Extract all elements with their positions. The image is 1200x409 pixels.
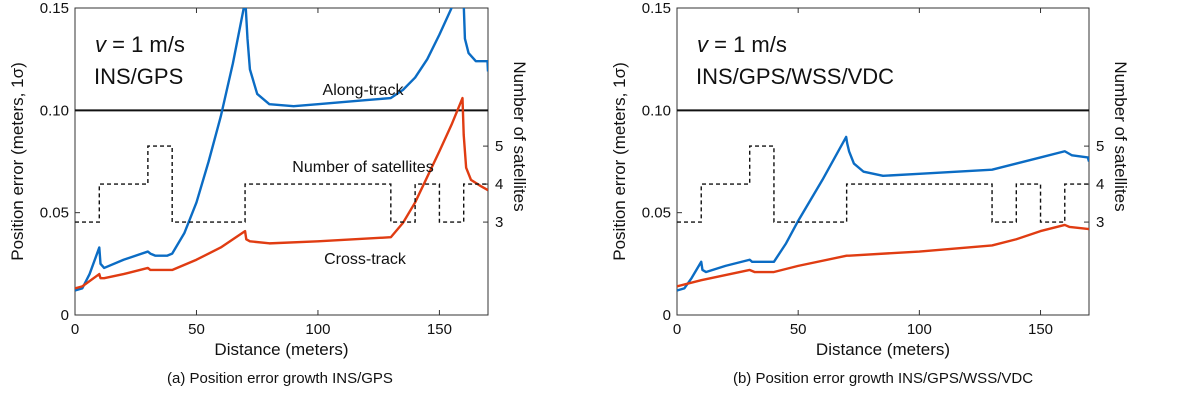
- series-along-track-line: [75, 8, 488, 292]
- series-satellites-line: [75, 145, 488, 223]
- along-track-label: Along-track: [323, 82, 405, 99]
- y-tick-label: 0: [663, 307, 671, 324]
- y-axis-label: Position error (meters, 1σ): [8, 62, 27, 261]
- plot-frame: [74, 7, 489, 316]
- cross-track-label: Cross-track: [324, 251, 407, 268]
- satellites-label: Number of satellites: [292, 159, 433, 176]
- speed-value: = 1 m/s: [708, 32, 787, 57]
- x-tick-label: 150: [427, 321, 452, 338]
- chart-panel-b: 0 50 100 150 0 0.05 0.10 0.15 3 4 5 Distance (meter…: [610, 0, 1130, 387]
- y-tick-label: 0: [61, 307, 69, 324]
- x-tick-label: 50: [188, 321, 205, 338]
- y-tick-label: 0.10: [642, 102, 671, 119]
- y2-tick-label: 4: [1096, 176, 1104, 193]
- series-satellites-line: [677, 145, 1089, 223]
- config-annotation: INS/GPS/WSS/VDC: [696, 64, 894, 89]
- speed-variable: v: [95, 32, 108, 57]
- config-annotation: INS/GPS: [94, 64, 183, 89]
- y2-tick-label: 3: [495, 214, 503, 231]
- y-tick-label: 0.05: [642, 205, 671, 222]
- y-tick-label: 0.15: [40, 0, 69, 17]
- series-cross-track-line: [677, 223, 1089, 288]
- y-tick-label: 0.10: [40, 102, 69, 119]
- chart-caption: (b) Position error growth INS/GPS/WSS/VD…: [733, 370, 1033, 387]
- y2-tick-label: 4: [495, 176, 503, 193]
- chart-panel-a: 0 50 100 150 0 0.05 0.10 0.15 3 4 5 Distance (meter…: [8, 0, 529, 387]
- speed-value: = 1 m/s: [106, 32, 185, 57]
- x-tick-label: 100: [907, 321, 932, 338]
- speed-annotation: v = 1 m/s: [95, 32, 185, 57]
- y2-tick-label: 3: [1096, 214, 1104, 231]
- x-tick-label: 100: [305, 321, 330, 338]
- series-cross-track-line: [75, 96, 488, 290]
- y-tick-label: 0.05: [40, 205, 69, 222]
- chart-caption: (a) Position error growth INS/GPS: [167, 370, 393, 387]
- x-tick-label: 0: [673, 321, 681, 338]
- y2-axis-label: Number of satellites: [510, 61, 529, 211]
- x-tick-label: 0: [71, 321, 79, 338]
- y2-tick-label: 5: [495, 138, 503, 155]
- x-axis-label: Distance (meters): [816, 340, 950, 359]
- x-tick-label: 50: [790, 321, 807, 338]
- y2-axis-label: Number of satellites: [1111, 61, 1130, 211]
- y2-tick-label: 5: [1096, 138, 1104, 155]
- series-along-track-line: [677, 135, 1089, 292]
- y-axis-label: Position error (meters, 1σ): [610, 62, 629, 261]
- x-tick-label: 150: [1028, 321, 1053, 338]
- speed-variable: v: [697, 32, 710, 57]
- speed-annotation: v = 1 m/s: [697, 32, 787, 57]
- y-tick-label: 0.15: [642, 0, 671, 17]
- x-axis-label: Distance (meters): [214, 340, 348, 359]
